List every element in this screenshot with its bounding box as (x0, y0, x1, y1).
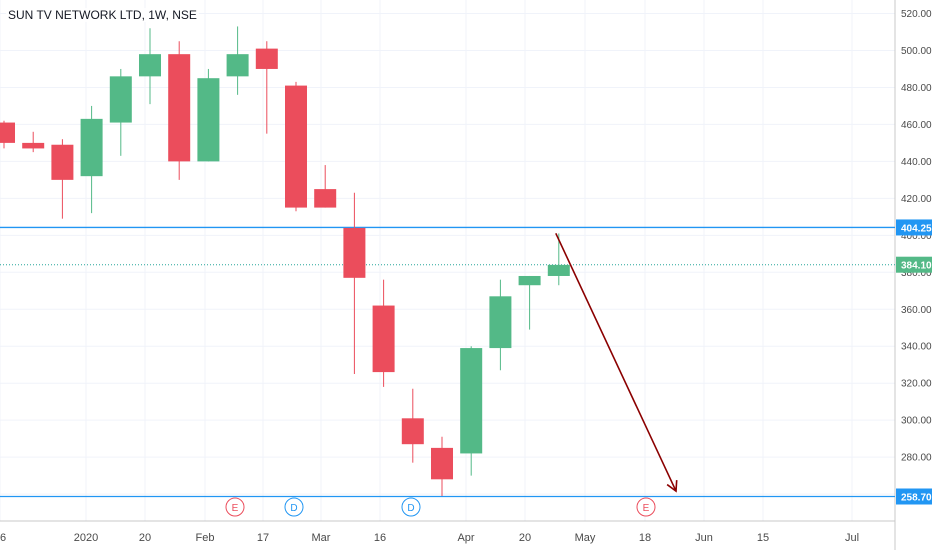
candle-body[interactable] (139, 54, 161, 77)
x-tick-label: 6 (0, 532, 6, 544)
x-tick-label: 17 (257, 532, 269, 544)
y-tick-label: 360.00 (901, 305, 932, 316)
candle-body[interactable] (168, 54, 191, 162)
price-label: 404.25 (901, 223, 932, 234)
candle-body[interactable] (255, 48, 278, 69)
candle-body[interactable] (518, 275, 541, 286)
candle-body[interactable] (547, 264, 570, 276)
x-tick-label: 18 (639, 532, 651, 544)
x-tick-label: May (575, 532, 596, 544)
y-tick-label: 300.00 (901, 416, 932, 427)
x-tick-label: Jun (695, 532, 713, 544)
x-tick-label: 2020 (74, 532, 98, 544)
candle-body[interactable] (285, 85, 307, 208)
y-tick-label: 440.00 (901, 157, 932, 168)
x-tick-label: Mar (312, 532, 331, 544)
y-tick-label: 480.00 (901, 83, 932, 94)
price-label-box (896, 219, 932, 236)
y-tick-label: 340.00 (901, 342, 932, 353)
earnings-event-marker[interactable] (225, 497, 245, 517)
dividend-event-letter: D (407, 503, 414, 514)
y-tick-label: 520.00 (901, 9, 932, 20)
candle-body[interactable] (460, 348, 483, 454)
candle-body[interactable] (401, 418, 424, 445)
earnings-event-letter: E (232, 503, 239, 514)
y-tick-label: 400.00 (901, 231, 932, 242)
trend-arrow-line[interactable] (555, 232, 677, 492)
earnings-event-marker[interactable] (636, 497, 656, 517)
y-tick-label: 320.00 (901, 379, 932, 390)
candle-body[interactable] (489, 296, 512, 349)
dividend-event-marker[interactable] (284, 497, 304, 517)
candle-body[interactable] (431, 447, 453, 480)
candle-body[interactable] (226, 54, 249, 77)
candle-body[interactable] (197, 78, 220, 162)
chart-title: SUN TV NETWORK LTD, 1W, NSE (6, 8, 199, 22)
candle-body[interactable] (314, 189, 337, 208)
y-tick-label: 380.00 (901, 268, 932, 279)
price-label-box (896, 256, 932, 273)
earnings-event-letter: E (643, 503, 650, 514)
candle-body[interactable] (372, 305, 395, 373)
x-tick-label: Jul (845, 532, 859, 544)
price-label: 384.10 (901, 261, 932, 272)
candle-body[interactable] (22, 142, 45, 149)
price-label-box (896, 488, 932, 505)
x-tick-label: 20 (519, 532, 531, 544)
y-tick-label: 420.00 (901, 194, 932, 205)
x-tick-label: 20 (139, 532, 151, 544)
x-tick-label: 16 (374, 532, 386, 544)
dividend-event-marker[interactable] (401, 497, 421, 517)
dividend-event-letter: D (290, 503, 297, 514)
candle-body[interactable] (343, 227, 366, 278)
y-tick-label: 500.00 (901, 46, 932, 57)
y-tick-label: 280.00 (901, 453, 932, 464)
x-tick-label: Feb (196, 532, 215, 544)
candle-body[interactable] (0, 122, 15, 143)
x-tick-label: 15 (757, 532, 769, 544)
candle-body[interactable] (80, 118, 103, 177)
candle-body[interactable] (109, 76, 132, 123)
x-tick-label: Apr (457, 532, 474, 544)
price-label: 258.70 (901, 493, 932, 504)
trend-arrow-head (666, 480, 678, 493)
y-tick-label: 460.00 (901, 120, 932, 131)
candle-body[interactable] (51, 144, 74, 180)
